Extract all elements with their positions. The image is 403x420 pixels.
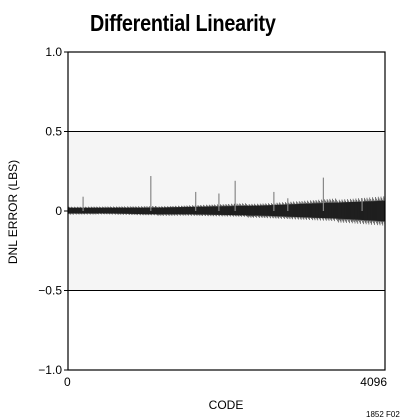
y-tick-label-3: −0.5 (38, 284, 62, 298)
x-tick-label-0: 0 (64, 375, 71, 389)
y-tick-label-4: −1.0 (38, 363, 62, 377)
y-axis-label: DNL ERROR (LBS) (6, 160, 20, 264)
y-tick-label-0: 1.0 (45, 45, 62, 59)
y-tick-label-2: 0 (55, 204, 62, 218)
x-tick-label-1: 4096 (360, 375, 387, 389)
chart-title: Differential Linearity (90, 10, 276, 36)
y-tick-label-1: 0.5 (45, 125, 62, 139)
x-axis-label: CODE (209, 398, 244, 412)
figure-id: 1852 F02 (366, 410, 400, 419)
